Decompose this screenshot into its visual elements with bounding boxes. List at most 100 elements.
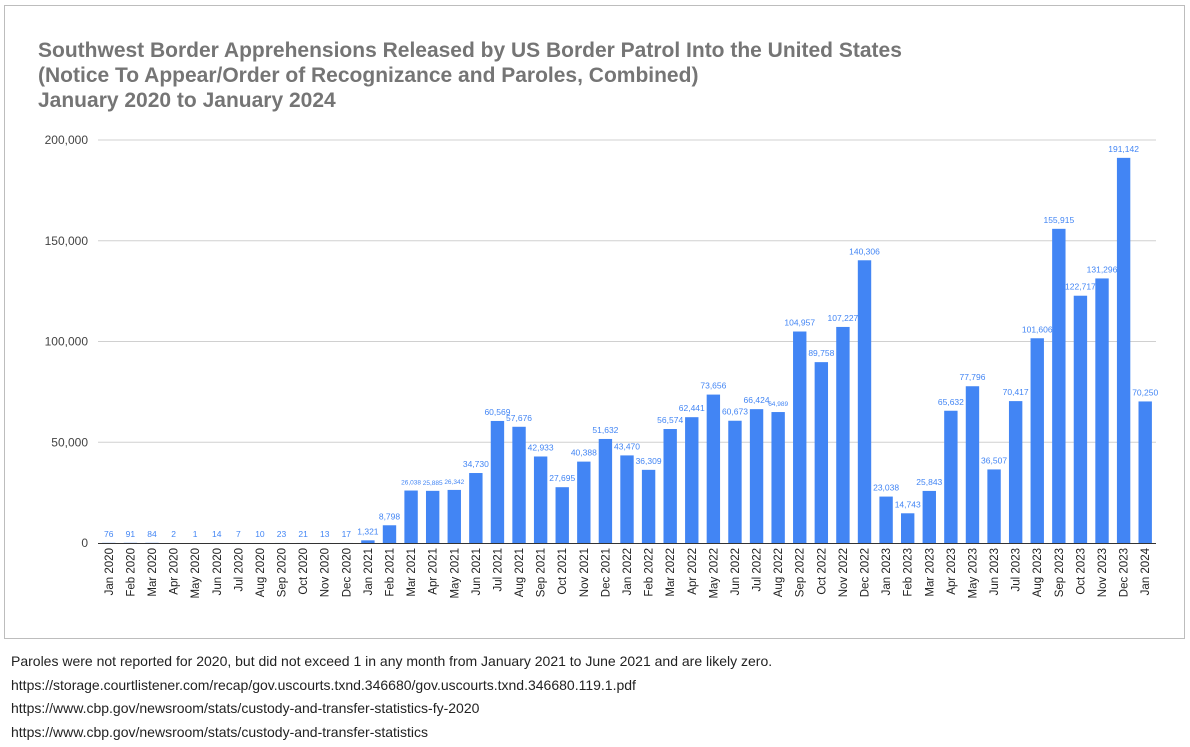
x-tick-label: Jan 2024 [1140,547,1152,595]
x-tick-label: Oct 2022 [816,548,828,595]
x-tick-label: Dec 2023 [1119,548,1131,597]
data-label: 101,606 [1022,324,1053,334]
bar [728,421,741,543]
data-label: 104,957 [784,318,815,328]
footnotes: Paroles were not reported for 2020, but … [11,653,772,747]
data-label: 25,885 [423,480,443,487]
data-label: 131,296 [1087,264,1118,274]
x-tick-label: May 2022 [708,548,720,599]
data-label: 84 [147,529,157,539]
data-label: 91 [126,529,136,539]
x-tick-label: May 2020 [190,548,202,599]
x-tick-label: Jul 2022 [752,548,764,591]
x-tick-label: Mar 2023 [924,548,936,597]
bar [707,395,720,543]
data-label: 17 [342,529,352,539]
data-label: 60,673 [722,407,748,417]
x-tick-label: Feb 2022 [644,548,656,597]
x-tick-label: Aug 2022 [773,548,785,597]
data-label: 36,309 [636,456,662,466]
x-tick-label: Jan 2020 [104,548,116,595]
source-link-courtlistener[interactable]: https://storage.courtlistener.com/recap/… [11,677,772,701]
x-tick-label: Feb 2023 [903,548,915,597]
data-label: 57,676 [506,413,532,423]
x-tick-label: Nov 2022 [838,548,850,597]
data-label: 34,730 [463,459,489,469]
bar [599,439,612,543]
y-tick-label: 100,000 [45,335,89,349]
bar [361,540,374,543]
gridlines [98,140,1156,442]
y-tick-label: 200,000 [45,133,89,147]
x-tick-label: Jan 2021 [363,548,375,595]
bar [512,427,525,543]
x-tick-label: Aug 2021 [514,548,526,597]
data-label: 14 [212,529,222,539]
x-tick-label: Dec 2020 [341,548,353,597]
data-label: 7 [236,529,241,539]
x-tick-label: Nov 2020 [320,548,332,597]
x-tick-label: Jul 2021 [492,548,504,591]
bar [642,470,655,543]
y-tick-label: 50,000 [51,435,88,449]
bar [534,456,547,543]
data-label: 89,758 [808,348,834,358]
bar [620,455,633,543]
bar [793,332,806,543]
footnote-note: Paroles were not reported for 2020, but … [11,653,772,677]
bar [1139,401,1152,543]
x-tick-label: Dec 2021 [600,548,612,597]
bar [1052,229,1065,543]
x-tick-label: Jun 2023 [989,548,1001,595]
x-tick-label: Apr 2021 [428,548,440,595]
data-label: 107,227 [828,313,859,323]
x-tick-label: Jan 2023 [881,548,893,595]
data-label: 51,632 [592,425,618,435]
x-tick-label: May 2021 [449,548,461,599]
data-label: 73,656 [700,381,726,391]
data-label: 62,441 [679,403,705,413]
bar [750,409,763,543]
data-label: 43,470 [614,441,640,451]
bar [858,260,871,543]
data-label: 64,989 [768,401,788,408]
data-label: 8,798 [379,511,401,521]
data-label: 2 [171,529,176,539]
data-label: 77,796 [959,372,985,382]
x-tick-label: Apr 2023 [946,548,958,595]
bar [1095,278,1108,543]
data-label: 40,388 [571,448,597,458]
data-label: 26,342 [444,479,464,486]
data-label: 155,915 [1043,215,1074,225]
data-label: 27,695 [549,473,575,483]
x-tick-label: Mar 2020 [147,548,159,597]
x-tick-label: Dec 2022 [860,548,872,597]
bar [663,429,676,543]
data-label: 1,321 [357,526,379,536]
data-label: 36,507 [981,455,1007,465]
x-tick-label: Jul 2023 [1011,548,1023,591]
bar [469,473,482,543]
bar [491,421,504,543]
bar [815,362,828,543]
data-label: 76 [104,529,114,539]
source-link-cbp-stats[interactable]: https://www.cbp.gov/newsroom/stats/custo… [11,724,772,747]
data-label: 10 [255,529,265,539]
bar [426,491,439,543]
x-tick-label: Aug 2023 [1032,548,1044,597]
x-tick-label: Mar 2022 [665,548,677,597]
x-tick-label: Sep 2020 [277,548,289,597]
x-tick-label: Mar 2021 [406,548,418,597]
x-tick-label: Nov 2023 [1097,548,1109,597]
x-tick-label: Sep 2022 [795,548,807,597]
x-tick-label: Feb 2020 [125,548,137,597]
x-tick-label: Nov 2021 [579,548,591,597]
source-link-cbp-fy2020[interactable]: https://www.cbp.gov/newsroom/stats/custo… [11,700,772,724]
x-tick-label: Sep 2023 [1054,548,1066,597]
data-label: 191,142 [1108,144,1139,154]
x-tick-label: Jun 2022 [730,548,742,595]
x-tick-label: Jun 2020 [212,548,224,595]
